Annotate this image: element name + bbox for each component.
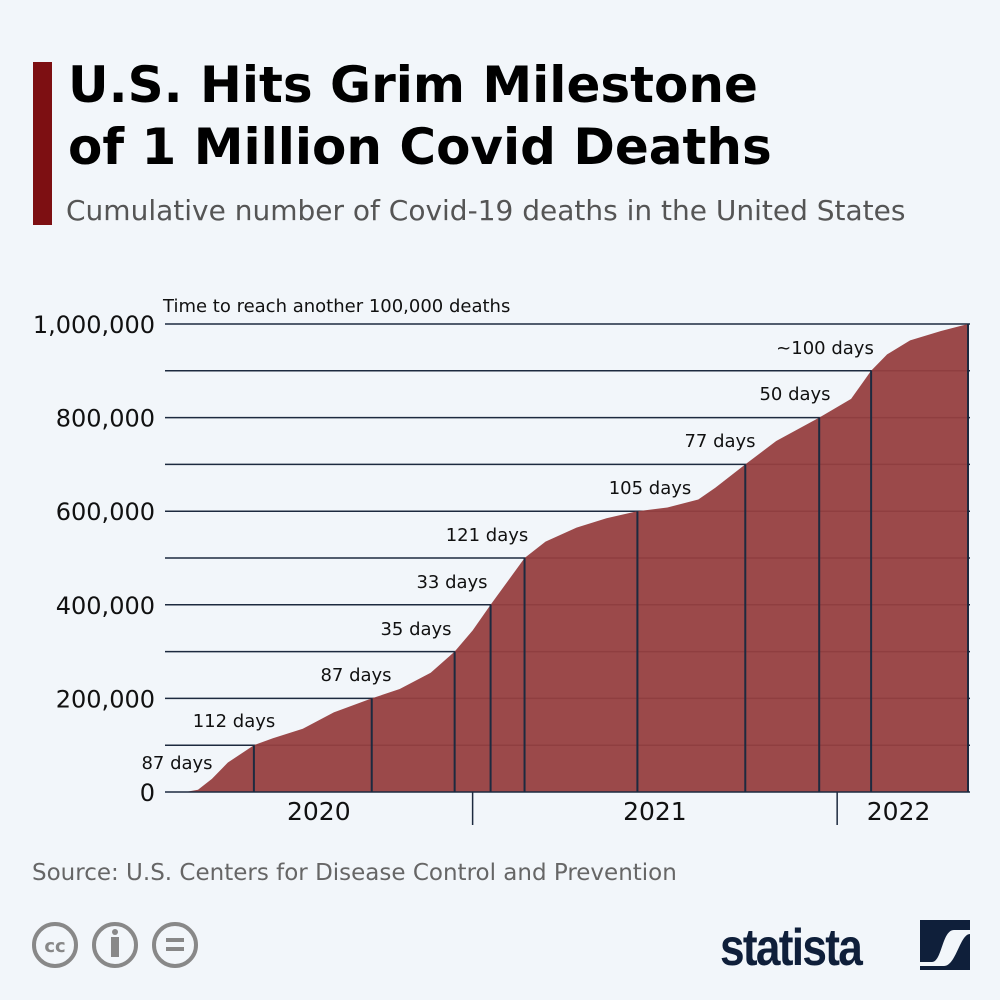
title-line-1: U.S. Hits Grim Milestone xyxy=(68,56,758,114)
milestone-label: 87 days xyxy=(141,753,212,774)
y-tick-label: 1,000,000 xyxy=(33,311,155,339)
title-line-2: of 1 Million Covid Deaths xyxy=(68,118,772,176)
source: Source: U.S. Centers for Disease Control… xyxy=(32,860,677,886)
accent-bar xyxy=(33,62,52,225)
svg-text:cc: cc xyxy=(44,936,65,957)
x-tick-label: 2020 xyxy=(287,797,351,826)
page-title: U.S. Hits Grim Milestone of 1 Million Cov… xyxy=(68,54,968,178)
milestone-label: 105 days xyxy=(609,478,692,499)
subtitle: Cumulative number of Covid-19 deaths in … xyxy=(66,194,906,227)
no-derivatives-icon xyxy=(152,922,198,968)
license-icons: cc xyxy=(32,922,198,968)
milestone-label: 35 days xyxy=(380,619,451,640)
x-tick-label: 2021 xyxy=(623,797,687,826)
chart: 0 200,000 400,000 600,000 800,000 1,000,000 20… xyxy=(33,296,970,826)
attribution-icon xyxy=(92,922,138,968)
annotation: Time to reach another 100,000 deaths xyxy=(162,296,510,317)
statista-logo-icon xyxy=(920,920,970,970)
y-tick-label: 600,000 xyxy=(56,498,155,526)
milestone-label: 77 days xyxy=(684,431,755,452)
milestone-label: 121 days xyxy=(446,525,529,546)
y-tick-label: 0 xyxy=(140,779,155,807)
x-tick-label: 2022 xyxy=(867,797,931,826)
area-series xyxy=(165,324,969,792)
y-tick-label: 200,000 xyxy=(56,685,155,713)
cc-icon: cc xyxy=(32,922,78,968)
y-tick-label: 400,000 xyxy=(56,592,155,620)
statista-logo: statista xyxy=(720,919,863,977)
milestone-label: 50 days xyxy=(759,384,830,405)
y-tick-label: 800,000 xyxy=(56,405,155,433)
milestone-label: ~100 days xyxy=(776,338,874,359)
milestone-label: 33 days xyxy=(416,572,487,593)
milestone-label: 87 days xyxy=(320,665,391,686)
milestone-label: 112 days xyxy=(193,711,276,732)
